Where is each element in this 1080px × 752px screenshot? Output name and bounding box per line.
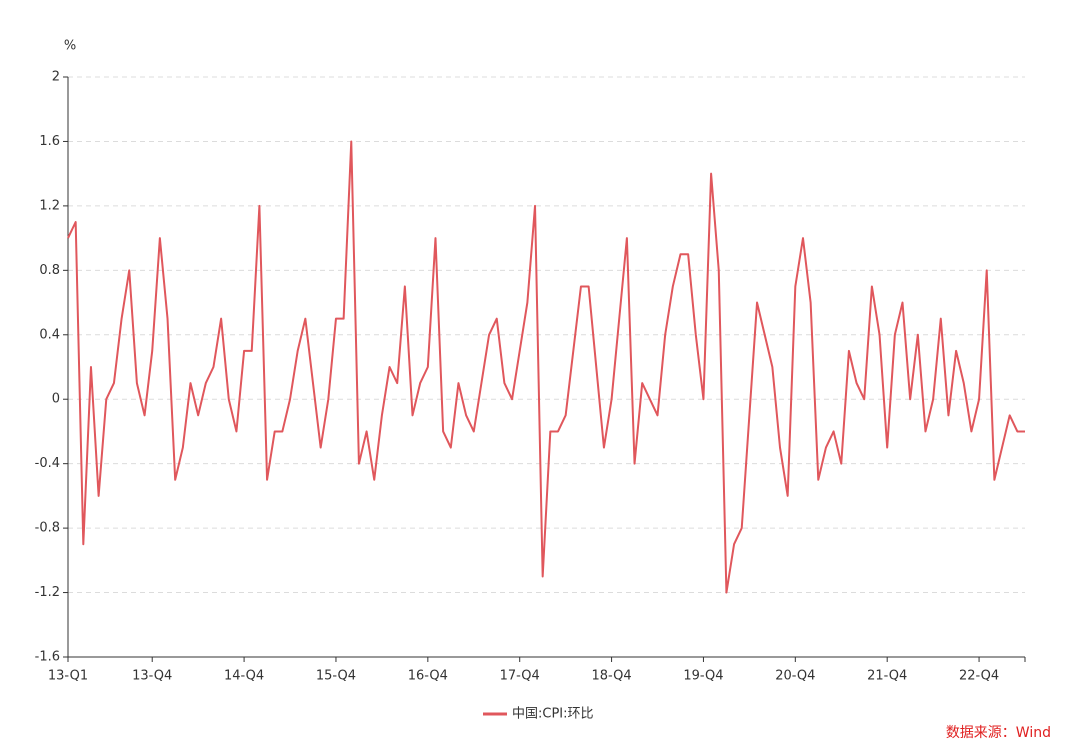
x-tick-label: 13-Q4 [132, 669, 172, 684]
x-tick-label: 13-Q1 [48, 669, 88, 684]
y-tick-label: 0.4 [39, 327, 60, 342]
x-tick-label: 15-Q4 [316, 669, 356, 684]
source: 数据来源：Wind [946, 725, 1051, 741]
y-tick-label: -1.2 [35, 585, 60, 600]
y-tick-label: -0.8 [35, 521, 60, 536]
y-tick-label: 1.2 [39, 198, 60, 213]
series-line [67, 140, 1025, 594]
legend-label: 中国:CPI:环比 [512, 707, 594, 722]
x-tick-label: 14-Q4 [224, 669, 264, 684]
x-tick-label: 22-Q4 [959, 669, 999, 684]
y-tick-label: 0 [52, 392, 60, 407]
y-tick-label: 1.6 [39, 134, 60, 149]
x-tick-label: 18-Q4 [591, 669, 631, 684]
x-tick-label: 20-Q4 [775, 669, 815, 684]
y-tick-label: 0.8 [39, 263, 60, 278]
x-tick-label: 17-Q4 [500, 669, 540, 684]
y-unit: % [64, 39, 76, 54]
y-tick-label: -0.4 [35, 456, 60, 471]
y-tick-label: 2 [52, 70, 60, 85]
x-tick-label: 19-Q4 [683, 669, 723, 684]
y-tick-label: -1.6 [35, 650, 60, 665]
x-tick-label: 16-Q4 [408, 669, 448, 684]
x-tick-label: 21-Q4 [867, 669, 907, 684]
